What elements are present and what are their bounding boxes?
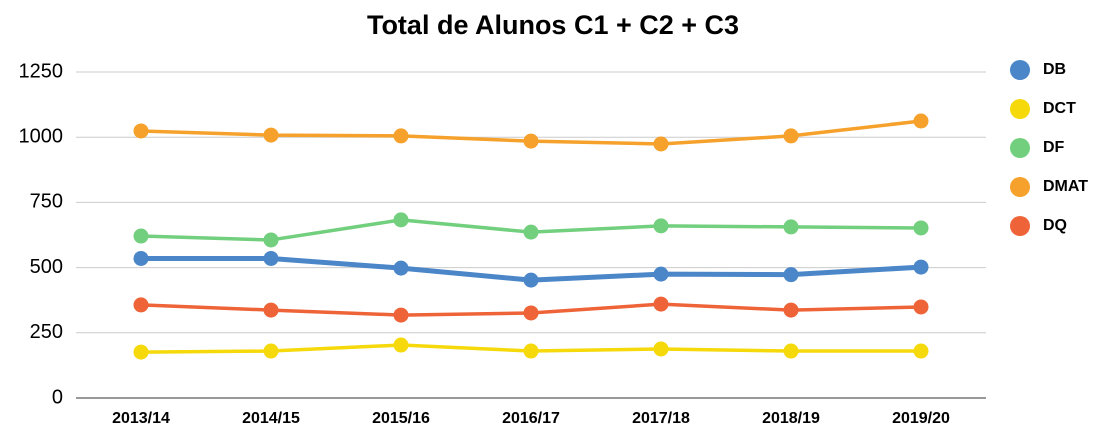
data-point xyxy=(783,302,799,318)
data-point xyxy=(913,113,929,129)
data-point xyxy=(523,272,539,288)
data-point xyxy=(263,343,279,359)
data-point xyxy=(523,343,539,359)
data-point xyxy=(133,344,149,360)
x-tick-label: 2013/14 xyxy=(112,410,170,427)
data-point xyxy=(393,260,409,276)
data-point xyxy=(133,250,149,266)
data-point xyxy=(653,136,669,152)
x-tick-label: 2019/20 xyxy=(892,410,950,427)
data-point xyxy=(263,302,279,318)
y-tick-label: 500 xyxy=(30,256,63,278)
data-point xyxy=(393,212,409,228)
data-point xyxy=(653,296,669,312)
y-tick-label: 0 xyxy=(52,386,63,408)
legend-label: DQ xyxy=(1043,217,1067,234)
data-point xyxy=(913,343,929,359)
data-point xyxy=(523,133,539,149)
data-point xyxy=(783,343,799,359)
x-tick-label: 2014/15 xyxy=(242,410,300,427)
data-point xyxy=(653,266,669,282)
data-point xyxy=(783,267,799,283)
y-tick-label: 1250 xyxy=(19,60,64,82)
y-tick-label: 1000 xyxy=(19,125,64,147)
legend-label: DF xyxy=(1043,139,1065,156)
data-point xyxy=(523,224,539,240)
data-point xyxy=(263,232,279,248)
legend-swatch xyxy=(1010,60,1030,80)
data-point xyxy=(523,305,539,321)
data-point xyxy=(393,337,409,353)
data-point xyxy=(393,307,409,323)
chart-title: Total de Alunos C1 + C2 + C3 xyxy=(367,10,739,40)
data-point xyxy=(783,128,799,144)
data-point xyxy=(133,297,149,313)
y-tick-label: 250 xyxy=(30,321,63,343)
data-point xyxy=(263,127,279,143)
data-point xyxy=(913,220,929,236)
legend-label: DB xyxy=(1043,61,1066,78)
legend-swatch xyxy=(1010,138,1030,158)
data-point xyxy=(653,341,669,357)
y-tick-label: 750 xyxy=(30,191,63,213)
data-point xyxy=(913,299,929,315)
data-point xyxy=(263,250,279,266)
legend-label: DCT xyxy=(1043,100,1076,117)
x-tick-label: 2015/16 xyxy=(372,410,430,427)
data-point xyxy=(393,128,409,144)
legend-swatch xyxy=(1010,216,1030,236)
x-tick-label: 2016/17 xyxy=(502,410,560,427)
legend-label: DMAT xyxy=(1043,178,1088,195)
data-point xyxy=(913,259,929,275)
data-point xyxy=(653,218,669,234)
x-tick-label: 2017/18 xyxy=(632,410,690,427)
legend-swatch xyxy=(1010,99,1030,119)
data-point xyxy=(783,219,799,235)
legend-swatch xyxy=(1010,177,1030,197)
data-point xyxy=(133,123,149,139)
data-point xyxy=(133,228,149,244)
x-tick-label: 2018/19 xyxy=(762,410,820,427)
